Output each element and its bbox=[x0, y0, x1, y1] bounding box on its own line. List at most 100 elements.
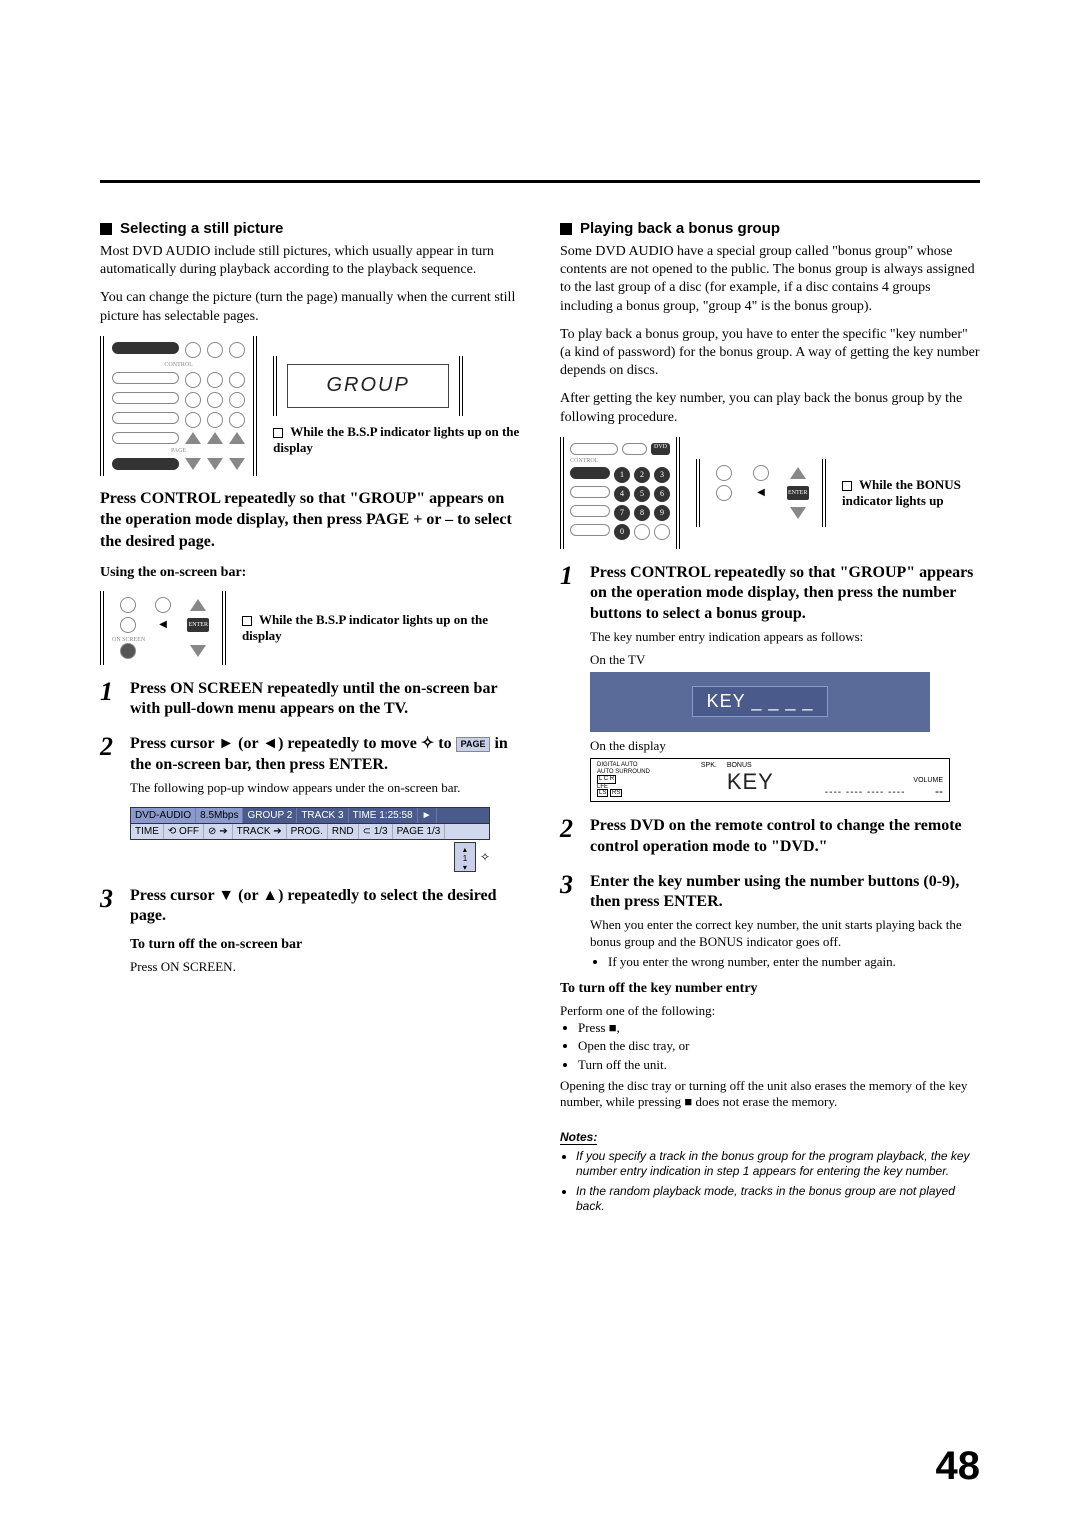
display-main-text: KEY bbox=[727, 769, 774, 795]
step-number: 2 bbox=[100, 734, 120, 760]
list-item: Press ■, bbox=[578, 1019, 980, 1037]
remote-button-icon bbox=[112, 432, 179, 444]
remote-button-icon bbox=[654, 524, 670, 540]
turn-off-intro: Perform one of the following: bbox=[560, 1003, 980, 1019]
checkbox-icon bbox=[273, 428, 283, 438]
osd-cell: GROUP 2 bbox=[243, 808, 297, 823]
osd-cell: ► bbox=[418, 808, 437, 823]
page-number: 48 bbox=[936, 1444, 981, 1489]
down-arrow-icon bbox=[190, 645, 206, 657]
up-arrow-icon bbox=[207, 432, 223, 444]
osd-stepper: ▴ 1 ▾ bbox=[454, 842, 476, 872]
notes-block: Notes: If you specify a track in the bon… bbox=[560, 1130, 980, 1215]
remote-button-icon bbox=[120, 597, 136, 613]
note-item: If you specify a track in the bonus grou… bbox=[576, 1149, 980, 1180]
step-title: Press CONTROL repeatedly so that "GROUP"… bbox=[590, 563, 980, 625]
two-column-layout: Selecting a still picture Most DVD AUDIO… bbox=[100, 220, 980, 1219]
step-number: 1 bbox=[560, 563, 580, 589]
step-title: Press DVD on the remote control to chang… bbox=[590, 816, 980, 858]
remote-button-icon bbox=[570, 505, 610, 517]
step-number: 3 bbox=[100, 886, 120, 912]
osd-cell: TRACK 3 bbox=[297, 808, 348, 823]
osd-cell: ⊂ 1/3 bbox=[359, 824, 393, 839]
tv-screen: KEY _ _ _ _ bbox=[590, 672, 930, 732]
remote-button-icon bbox=[185, 372, 201, 388]
numpad-and-dpad-row: DVD CONTROL 1 2 3 4 5 6 bbox=[560, 437, 980, 549]
osd-cell: PROG. bbox=[287, 824, 328, 839]
manual-page: Selecting a still picture Most DVD AUDIO… bbox=[0, 0, 1080, 1529]
tv-display-block: On the TV KEY _ _ _ _ On the display DIG… bbox=[590, 652, 980, 802]
remote-label: CONTROL bbox=[570, 458, 670, 464]
heading-bullet-icon bbox=[100, 223, 112, 235]
osd-row-1: DVD-AUDIO 8.5Mbps GROUP 2 TRACK 3 TIME 1… bbox=[130, 807, 490, 824]
lcd-and-caption: GROUP While the B.S.P indicator lights u… bbox=[273, 356, 520, 456]
body-paragraph: Most DVD AUDIO include still pictures, w… bbox=[100, 243, 520, 279]
osd-cell: TIME 1:25:58 bbox=[349, 808, 418, 823]
osd-row-2: TIME ⟲ OFF ⊘ ➔ TRACK ➔ PROG. RND ⊂ 1/3 P… bbox=[130, 824, 490, 840]
caption-text: While the BONUS indicator lights up bbox=[842, 477, 961, 508]
remote-label: CONTROL bbox=[112, 362, 245, 368]
down-arrow-icon bbox=[207, 458, 223, 470]
top-divider bbox=[100, 180, 980, 183]
remote-button-icon bbox=[155, 597, 171, 613]
remote-and-lcd-row: CONTROL bbox=[100, 336, 520, 476]
remote-button-icon bbox=[570, 524, 610, 536]
step-1: 1 Press ON SCREEN repeatedly until the o… bbox=[100, 679, 520, 721]
lcd-text: GROUP bbox=[287, 364, 449, 408]
cursor-icon: ✧ bbox=[480, 850, 490, 864]
num-0-icon: 0 bbox=[614, 524, 630, 540]
using-onscreen-bar-label: Using the on-screen bar: bbox=[100, 565, 520, 581]
caption: While the B.S.P indicator lights up on t… bbox=[273, 424, 520, 456]
step-title: Enter the key number using the number bu… bbox=[590, 872, 980, 914]
body-paragraph: After getting the key number, you can pl… bbox=[560, 390, 980, 426]
receiver-display: DIGITAL AUTOAUTO SURROUND L C R LFE LS R… bbox=[590, 758, 950, 802]
remote-button-icon bbox=[229, 342, 245, 358]
remote-button-icon bbox=[112, 412, 179, 424]
osd-cell: ⊘ ➔ bbox=[204, 824, 233, 839]
step-3: 3 Enter the key number using the number … bbox=[560, 872, 980, 972]
left-arrow-icon: ◀ bbox=[757, 487, 765, 498]
step-title-part1: Press cursor ► (or ◄) repeatedly to move… bbox=[130, 735, 452, 752]
left-column: Selecting a still picture Most DVD AUDIO… bbox=[100, 220, 520, 1219]
up-arrow-icon bbox=[229, 432, 245, 444]
step-3: 3 Press cursor ▼ (or ▲) repeatedly to se… bbox=[100, 886, 520, 928]
osd-cell: TRACK ➔ bbox=[233, 824, 287, 839]
remote-diagram: CONTROL bbox=[100, 336, 257, 476]
step-note: The key number entry indication appears … bbox=[590, 629, 980, 646]
body-paragraph: You can change the picture (turn the pag… bbox=[100, 289, 520, 325]
num-6-icon: 6 bbox=[654, 486, 670, 502]
num-4-icon: 4 bbox=[614, 486, 630, 502]
dpad-remote-row: ◀ ENTER ON SCREEN While the B.S.P indica… bbox=[100, 591, 520, 665]
checkbox-icon bbox=[842, 481, 852, 491]
lcd-display: GROUP bbox=[273, 356, 463, 416]
step-2: 2 Press cursor ► (or ◄) repeatedly to mo… bbox=[100, 734, 520, 796]
remote-button-icon bbox=[185, 412, 201, 428]
step-title: Press cursor ► (or ◄) repeatedly to move… bbox=[130, 734, 520, 776]
control-button-icon bbox=[112, 342, 179, 354]
heading-text: Playing back a bonus group bbox=[580, 220, 780, 237]
main-instruction: Press CONTROL repeatedly so that "GROUP"… bbox=[100, 488, 520, 553]
dpad-remote-diagram: ◀ ENTER ON SCREEN bbox=[100, 591, 226, 665]
turn-off-heading: To turn off the on-screen bar bbox=[130, 937, 520, 953]
up-arrow-icon bbox=[185, 432, 201, 444]
volume-label: VOLUME -- bbox=[913, 777, 943, 798]
enter-button-icon: ENTER bbox=[787, 486, 809, 500]
turn-off-heading: To turn off the key number entry bbox=[560, 981, 980, 997]
step-note: When you enter the correct key number, t… bbox=[590, 917, 980, 951]
body-paragraph: Some DVD AUDIO have a special group call… bbox=[560, 243, 980, 316]
page-tag: PAGE bbox=[456, 737, 491, 753]
page-button-icon bbox=[112, 458, 179, 470]
num-2-icon: 2 bbox=[634, 467, 650, 483]
onscreen-bar-diagram: DVD-AUDIO 8.5Mbps GROUP 2 TRACK 3 TIME 1… bbox=[130, 807, 490, 872]
display-left-indicators: DIGITAL AUTOAUTO SURROUND L C R LFE LS R… bbox=[597, 762, 650, 798]
osd-cell: ⟲ OFF bbox=[164, 824, 204, 839]
osd-stepper-value: 1 bbox=[463, 854, 467, 863]
numpad-remote-diagram: DVD CONTROL 1 2 3 4 5 6 bbox=[560, 437, 680, 549]
step-note: The following pop-up window appears unde… bbox=[130, 780, 520, 797]
tv-text: KEY _ _ _ _ bbox=[692, 686, 829, 717]
checkbox-icon bbox=[242, 616, 252, 626]
step-number: 2 bbox=[560, 816, 580, 842]
control-button-icon bbox=[570, 467, 610, 479]
up-arrow-icon bbox=[790, 467, 806, 479]
remote-button-icon bbox=[570, 486, 610, 498]
